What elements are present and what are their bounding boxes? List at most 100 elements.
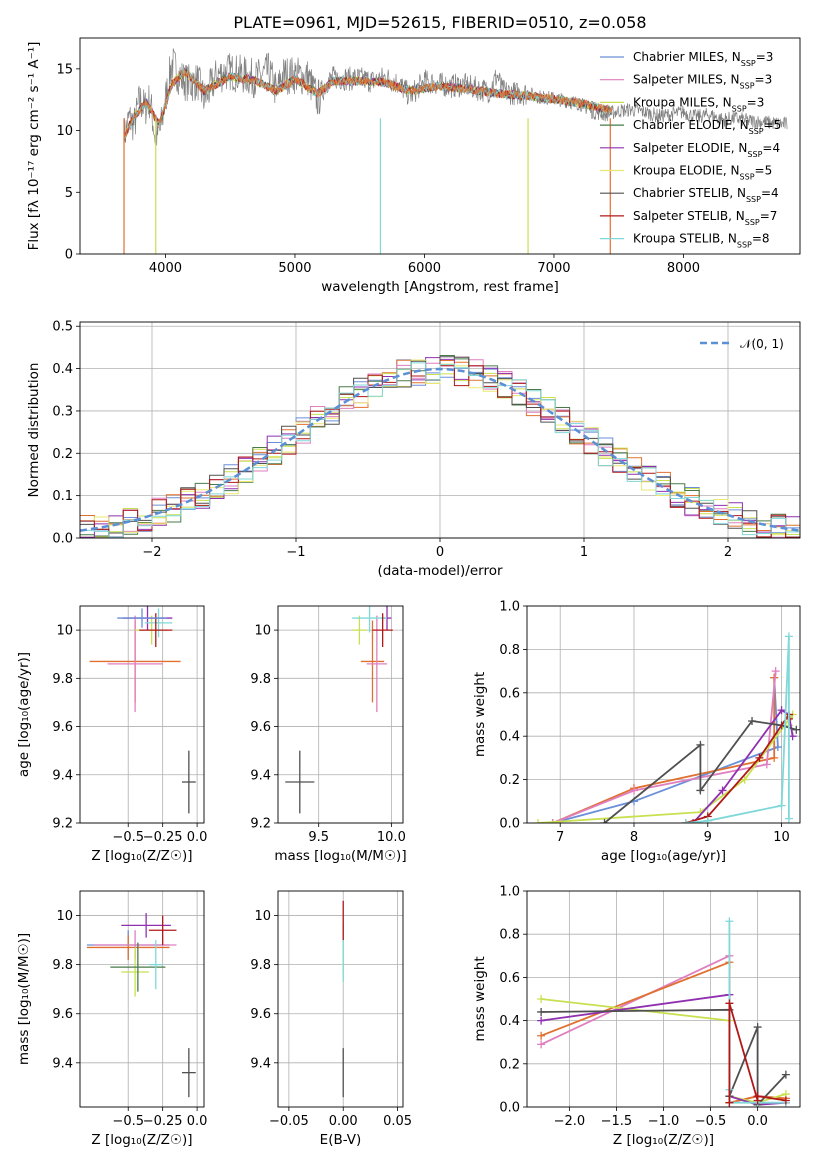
y-tick-label: 5 — [65, 186, 73, 201]
y-tick-label: 9.8 — [52, 958, 73, 973]
y-tick-label: 9.2 — [250, 817, 271, 832]
plus-marker — [703, 816, 712, 823]
x-tick-label: −0.5 — [112, 830, 144, 845]
x-tick-label: 4000 — [149, 261, 182, 276]
plus-marker — [784, 814, 793, 823]
y-axis-label: mass weight — [472, 672, 488, 757]
y-tick-label: 9.6 — [250, 720, 271, 735]
plus-marker — [755, 753, 764, 762]
x-tick-label: −0.25 — [143, 830, 183, 845]
y-tick-label: 0.6 — [499, 686, 520, 701]
legend-label: Chabrier MILES, NSSP=3 — [633, 50, 773, 68]
y-tick-label: 9.4 — [52, 1056, 73, 1071]
x-tick-label: −0.5 — [695, 1114, 727, 1129]
x-tick-label: 7 — [556, 830, 564, 845]
x-tick-label: 5000 — [278, 261, 311, 276]
y-tick-label: 9.8 — [250, 958, 271, 973]
y-tick-label: 10 — [254, 909, 271, 924]
chart-title: PLATE=0961, MJD=52615, FIBERID=0510, z=0… — [233, 13, 646, 32]
x-tick-label: 0 — [436, 545, 444, 560]
y-tick-label: 0.4 — [499, 1014, 520, 1029]
plot-area — [89, 606, 196, 814]
axes-frame — [79, 321, 801, 539]
panel-age-vs-mass: 9.5 10.0 9.2 9.4 9.6 9.8 10 mass [log₁₀(M/M☉)] — [250, 605, 407, 864]
legend-label: Salpeter MILES, NSSP=3 — [633, 73, 772, 91]
plus-marker — [696, 740, 705, 749]
legend-label: Salpeter STELIB, NSSP=7 — [633, 209, 777, 227]
plus-marker — [718, 786, 727, 795]
x-tick-label: −0.05 — [269, 1114, 309, 1129]
plus-marker — [740, 775, 749, 784]
x-tick-label: 2 — [724, 545, 732, 560]
panel-mass-weight-vs-Z: −2.0 −1.5 −1.0 −0.5 0.0 0.0 0.2 0.4 0.6 0.8 1.0 Z [… — [472, 885, 801, 1148]
x-tick-label: −2.0 — [554, 1114, 586, 1129]
y-axis-label: mass [log₁₀(M/M☉)] — [16, 933, 32, 1065]
axes-frame — [79, 605, 205, 824]
plot-area — [285, 606, 393, 814]
x-tick-label: 0.00 — [329, 1114, 358, 1129]
x-tick-label: 6000 — [408, 261, 441, 276]
mass-weight-line — [541, 1008, 787, 1107]
mass-weight-line — [538, 713, 794, 823]
axes-frame — [277, 605, 404, 824]
x-tick-label: 8000 — [667, 261, 700, 276]
panel-mass-weight-vs-age: 7 8 9 10 0.0 0.2 0.4 0.6 0.8 1.0 age [log₁₀(age/yr… — [472, 600, 801, 864]
x-tick-label: −2 — [142, 545, 161, 560]
y-tick-label: 9.6 — [52, 720, 73, 735]
plus-marker — [777, 801, 786, 810]
y-tick-label: 0.0 — [52, 532, 73, 547]
plus-marker — [537, 1031, 546, 1040]
plus-marker — [629, 786, 638, 795]
y-tick-label: 0.8 — [499, 643, 520, 658]
y-tick-label: 9.8 — [52, 672, 73, 687]
mass-weight-line — [552, 677, 779, 823]
y-tick-label: 0.8 — [499, 928, 520, 943]
normal-distribution-curve — [80, 367, 800, 532]
plus-marker — [696, 786, 705, 795]
legend-label: Salpeter ELODIE, NSSP=4 — [633, 141, 780, 159]
data-spectrum-line — [123, 48, 788, 157]
plus-marker — [781, 1096, 790, 1105]
y-tick-label: 0.5 — [52, 320, 73, 335]
y-tick-label: 9.4 — [250, 768, 271, 783]
plus-marker — [788, 732, 797, 741]
y-tick-label: 10 — [56, 909, 73, 924]
y-tick-label: 0.4 — [52, 362, 73, 377]
y-axis-label: Normed distribution — [26, 363, 42, 498]
x-tick-label: 1 — [580, 545, 588, 560]
x-tick-label: 0.0 — [187, 1114, 208, 1129]
plus-marker — [548, 819, 557, 823]
y-tick-label: 9.6 — [250, 1007, 271, 1022]
axes-frame — [79, 37, 801, 255]
plus-marker — [600, 819, 609, 823]
plus-marker — [534, 819, 543, 823]
plus-marker — [537, 1016, 546, 1025]
plus-marker — [781, 1070, 790, 1079]
y-axis-label: Flux [fλ 10⁻¹⁷ erg cm⁻² s⁻¹ A⁻¹] — [26, 42, 42, 251]
plus-marker — [725, 917, 734, 926]
x-tick-label: −0.5 — [112, 1114, 144, 1129]
plot-area — [534, 632, 800, 823]
y-tick-label: 0.2 — [499, 1057, 520, 1072]
x-tick-label: −0.25 — [143, 1114, 183, 1129]
y-tick-label: 10 — [56, 124, 73, 139]
x-tick-label: 9.5 — [308, 830, 329, 845]
legend: Chabrier MILES, NSSP=3 Salpeter MILES, NS… — [600, 50, 781, 249]
plus-marker — [537, 1040, 546, 1049]
y-tick-label: 0.0 — [499, 1101, 520, 1116]
x-axis-label: mass [log₁₀(M/M☉)] — [274, 848, 406, 864]
legend: 𝒩(0, 1) — [700, 337, 784, 351]
y-tick-label: 0.4 — [499, 730, 520, 745]
plus-marker — [771, 667, 780, 676]
x-tick-label: 9 — [704, 830, 712, 845]
legend-label: Chabrier ELODIE, NSSP=5 — [633, 118, 781, 136]
plus-marker — [770, 753, 779, 762]
model-spectrum-line — [123, 69, 613, 140]
y-tick-label: 0.1 — [52, 489, 73, 504]
plus-marker — [784, 632, 793, 641]
y-axis-label: age [log₁₀(age/yr)] — [16, 652, 32, 777]
residual-histogram-step — [80, 362, 800, 538]
y-tick-label: 0.6 — [499, 971, 520, 986]
x-tick-label: 8 — [630, 830, 638, 845]
